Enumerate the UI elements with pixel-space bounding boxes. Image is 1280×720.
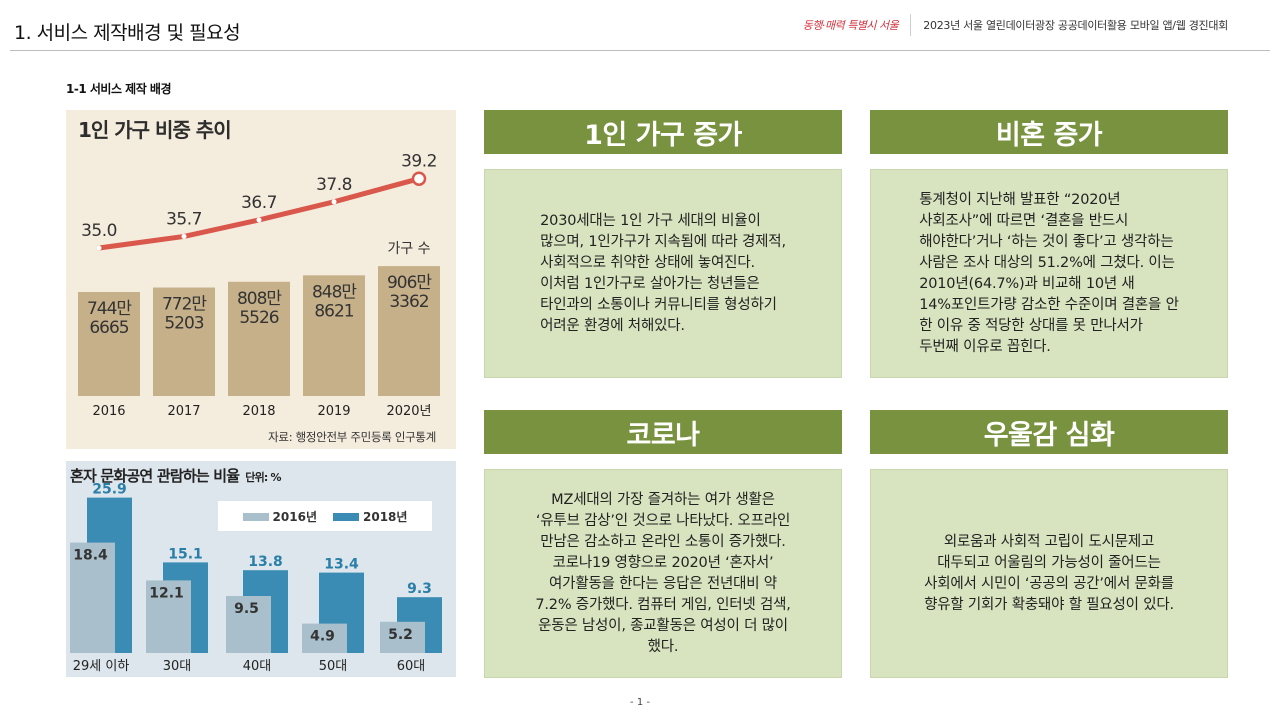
x-tick-label: 2020년 [386, 404, 431, 419]
ratio-label: 36.7 [241, 193, 277, 213]
panel-body-corona: MZ세대의 가장 즐겨하는 여가 생활은 ‘유투브 감상’인 것으로 나타났다.… [484, 469, 842, 678]
panel-text-depression: 외로움과 사회적 고립이 도시문제고 대두되고 어울림의 가능성이 줄어드는 사… [924, 533, 1174, 613]
bar-2018-label: 15.1 [168, 546, 203, 562]
chart1-title: 1인 가구 비중 추이 [78, 118, 232, 142]
header-rule [10, 50, 1270, 51]
household-bar-label: 6665 [89, 318, 128, 338]
household-bar [378, 266, 440, 396]
ratio-label: 35.7 [166, 209, 202, 229]
bar-2016 [302, 623, 347, 653]
bar-2016-label: 4.9 [310, 629, 335, 645]
chart2-legend: 2016년 2018년 [218, 501, 432, 531]
bar-2018-label: 13.8 [248, 554, 283, 570]
x-tick-label: 30대 [163, 659, 192, 674]
bar-series-label: 가구 수 [387, 241, 430, 257]
ratio-label: 37.8 [316, 175, 352, 195]
bar-2016-label: 12.1 [149, 585, 184, 601]
ratio-point [96, 245, 102, 251]
panel-title-non-marriage: 비혼 증가 [870, 110, 1228, 154]
panel-body-depression: 외로움과 사회적 고립이 도시문제고 대두되고 어울림의 가능성이 줄어드는 사… [870, 469, 1228, 678]
bar-2016 [226, 596, 271, 653]
section-subheading: 1-1 서비스 제작 배경 [66, 82, 172, 96]
legend-item-2018: 2018년 [333, 508, 407, 525]
household-bar-label: 772만 [162, 295, 207, 315]
slide-title: 1. 서비스 제작배경 및 필요성 [14, 22, 241, 44]
legend-swatch-2016 [242, 513, 269, 521]
x-tick-label: 2019 [317, 404, 350, 419]
panel-title-corona: 코로나 [484, 410, 842, 454]
bar-2018-label: 25.9 [92, 482, 127, 498]
legend-swatch-2018 [333, 513, 359, 521]
panel-text-non-marriage: 통계청이 지난해 발표한 “2020년 사회조사”에 따르면 ‘결혼을 반드시 … [919, 191, 1179, 355]
legend-label-2016: 2016년 [272, 509, 317, 524]
bar-2018-label: 9.3 [407, 581, 432, 597]
header-right: 동행·매력 특별시 서울 2023년 서울 열린데이터광장 공공데이터활용 모바… [803, 14, 1228, 36]
solo-culture-chart: 25.9 18.4 29세 이하 15.1 12.1 30대 13.8 9.5 40대 13.4 4… [66, 461, 456, 677]
household-bar-label: 744만 [87, 299, 132, 319]
legend-label-2018: 2018년 [363, 509, 408, 524]
x-tick-label: 40대 [243, 659, 272, 674]
ratio-point [256, 217, 262, 223]
solo-culture-svg: 25.9 18.4 29세 이하 15.1 12.1 30대 13.8 9.5 40대 13.4 4… [70, 482, 442, 674]
bar-2016-label: 18.4 [73, 548, 108, 564]
household-bar-label: 5526 [239, 308, 278, 328]
household-bar [228, 281, 290, 396]
chart2-title-text: 혼자 문화공연 관람하는 비율 [70, 467, 240, 485]
bar-2016-label: 5.2 [388, 627, 413, 643]
household-bar-label: 3362 [389, 292, 428, 312]
household-bar-label: 808만 [237, 289, 282, 309]
ratio-point [411, 171, 427, 186]
x-tick-label: 2018 [242, 404, 275, 419]
panel-title-depression: 우울감 심화 [870, 410, 1228, 454]
bar-2016 [146, 580, 191, 653]
x-tick-label: 2016 [92, 404, 125, 419]
chart1-source: 자료: 행정안전부 주민등록 인구통계 [268, 430, 436, 444]
bar-2016 [70, 542, 115, 653]
household-bar-label: 906만 [387, 273, 432, 293]
ratio-label: 35.0 [81, 221, 117, 241]
ratio-line [96, 176, 422, 251]
x-tick-label: 50대 [319, 659, 348, 674]
ratio-point [181, 233, 187, 239]
household-bar-label: 5203 [164, 314, 203, 334]
household-bar [78, 292, 140, 396]
ratio-label: 39.2 [401, 152, 437, 172]
x-tick-label: 60대 [397, 659, 426, 674]
contest-title: 2023년 서울 열린데이터광장 공공데이터활용 모바일 앱/웹 경진대회 [923, 19, 1228, 32]
household-bar [303, 275, 365, 396]
panel-body-single-household: 2030세대는 1인 가구 세대의 비율이 많으며, 1인가구가 지속됨에 따라… [484, 169, 842, 378]
panel-text-corona: MZ세대의 가장 즐겨하는 여가 생활은 ‘유투브 감상’인 것으로 나타났다.… [535, 491, 791, 655]
chart2-title: 혼자 문화공연 관람하는 비율 단위: % [70, 465, 282, 486]
seoul-logo: 동행·매력 특별시 서울 [802, 19, 899, 32]
bar-2016 [380, 621, 425, 653]
household-trend-chart: 744만 6665 2016 772만 5203 2017 808만 5526 2018 848만… [66, 110, 456, 449]
page-number: - 1 - [630, 697, 650, 708]
x-tick-label: 2017 [167, 404, 200, 419]
legend-item-2016: 2016년 [242, 508, 317, 525]
panel-text-single-household: 2030세대는 1인 가구 세대의 비율이 많으며, 1인가구가 지속됨에 따라… [540, 212, 786, 334]
panel-body-non-marriage: 통계청이 지난해 발표한 “2020년 사회조사”에 따르면 ‘결혼을 반드시 … [870, 169, 1228, 378]
household-bar [153, 287, 215, 396]
ratio-point [331, 199, 337, 205]
panel-title-single-household: 1인 가구 증가 [484, 110, 842, 154]
chart2-unit: 단위: % [245, 471, 281, 484]
household-bar-label: 848만 [312, 282, 357, 302]
household-bar-label: 8621 [314, 301, 353, 321]
x-tick-label: 29세 이하 [73, 659, 130, 674]
bar-2016-label: 9.5 [234, 601, 259, 617]
header-divider [910, 14, 912, 36]
bar-2018-label: 13.4 [324, 557, 359, 573]
